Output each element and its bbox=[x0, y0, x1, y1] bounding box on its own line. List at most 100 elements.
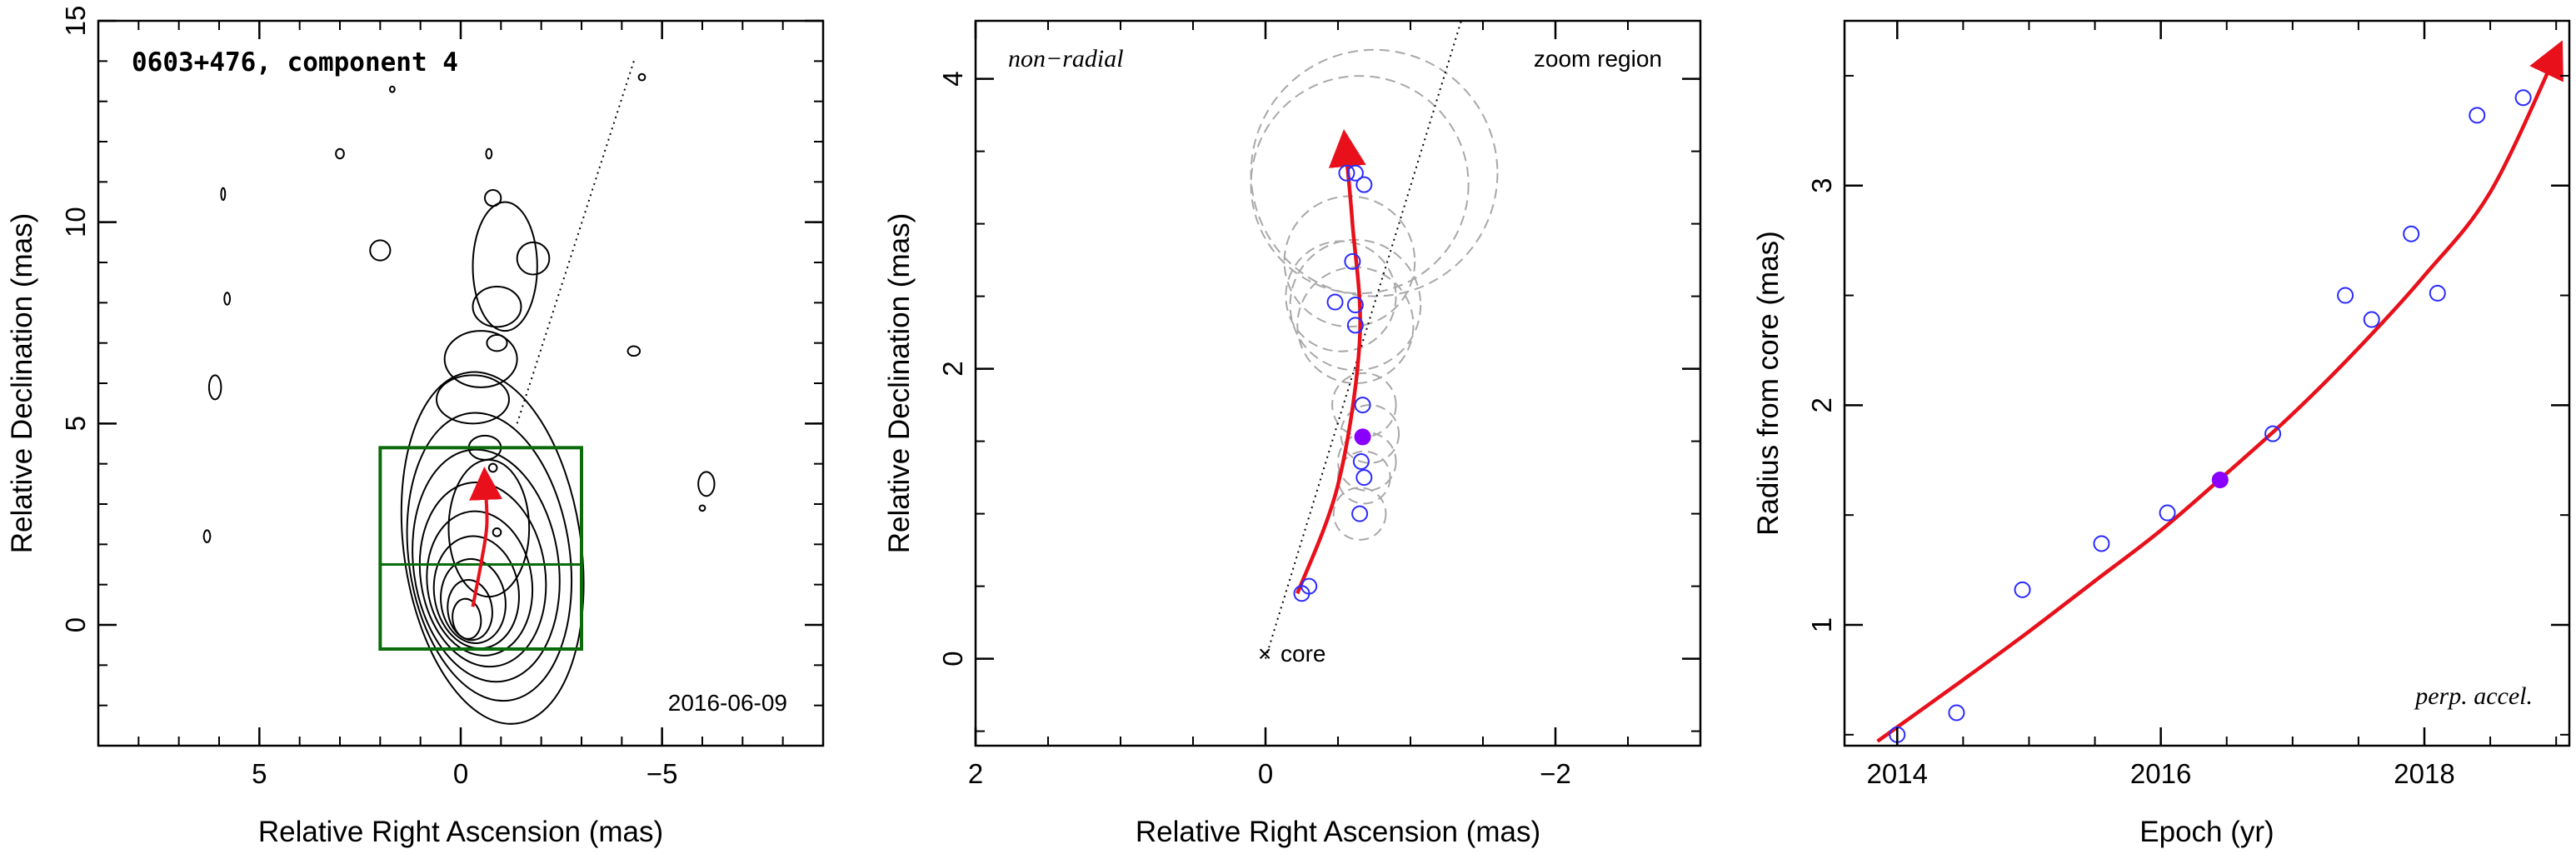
observation-date: 2016-06-09 bbox=[668, 690, 787, 716]
contour-island bbox=[486, 334, 508, 352]
contour-island bbox=[220, 187, 227, 202]
y-tick-label: 15 bbox=[60, 6, 91, 37]
contour-level bbox=[426, 510, 534, 657]
data-point bbox=[2429, 284, 2446, 302]
contour-level bbox=[452, 597, 482, 640]
x-tick-label: 5 bbox=[252, 758, 267, 789]
highlight-point bbox=[1354, 428, 1371, 446]
contour-island bbox=[484, 189, 502, 207]
contour-island bbox=[697, 471, 716, 497]
y-axis-ticks: 0 2 4 bbox=[937, 71, 1700, 732]
x-tick-label: −5 bbox=[646, 758, 678, 789]
trajectory-line bbox=[1265, 20, 1462, 659]
y-axis-label: Relative Declination (mas) bbox=[883, 213, 916, 553]
y-axis-ticks: 0 5 10 15 bbox=[60, 6, 823, 747]
data-point bbox=[2514, 89, 2532, 107]
motion-arrow-path bbox=[1295, 128, 1366, 595]
data-point bbox=[2469, 107, 2486, 124]
contour-island bbox=[698, 504, 706, 512]
data-point bbox=[2363, 311, 2380, 328]
highlight-point bbox=[2211, 472, 2229, 488]
data-point bbox=[1346, 164, 1364, 182]
data-point bbox=[1948, 704, 1965, 722]
x-tick-label: 2018 bbox=[2394, 758, 2454, 789]
y-tick-label: 1 bbox=[1806, 617, 1837, 632]
panel-3-radius-vs-epoch: 2014 2016 2018 1 2 3 perp. accel. Epoch (yr)… bbox=[1752, 19, 2571, 848]
motion-arrow-path bbox=[469, 467, 503, 607]
data-point bbox=[1346, 317, 1364, 334]
contour-level bbox=[406, 412, 573, 702]
contour-island bbox=[492, 527, 502, 537]
y-tick-label: 4 bbox=[937, 71, 968, 86]
data-point bbox=[1352, 452, 1370, 470]
contour-island bbox=[485, 147, 493, 160]
position-points bbox=[1293, 164, 1373, 602]
data-point bbox=[1344, 252, 1361, 270]
fit-curve bbox=[1876, 40, 2564, 743]
x-tick-label: 2 bbox=[968, 758, 983, 789]
label-non-radial: non−radial bbox=[1008, 45, 1124, 72]
x-axis-ticks: 5 0 −5 bbox=[97, 21, 824, 789]
contour-island bbox=[202, 529, 212, 543]
core-marker-icon: × bbox=[1258, 641, 1271, 667]
contour-level bbox=[472, 286, 522, 328]
contour-island bbox=[223, 292, 232, 306]
data-point bbox=[1338, 164, 1355, 182]
y-tick-label: 3 bbox=[1806, 178, 1837, 193]
x-tick-label: −2 bbox=[1540, 758, 1571, 789]
error-circle bbox=[1283, 195, 1416, 328]
y-tick-label: 2 bbox=[937, 361, 968, 376]
zoom-box-outline bbox=[378, 446, 584, 651]
data-point bbox=[1326, 293, 1344, 311]
contour-island bbox=[487, 462, 498, 473]
data-point bbox=[2014, 581, 2031, 598]
data-point bbox=[1346, 297, 1364, 314]
x-tick-label: 0 bbox=[1258, 758, 1273, 789]
contour-island bbox=[627, 345, 642, 357]
y-tick-label: 2 bbox=[1806, 397, 1837, 412]
error-circles bbox=[1250, 48, 1499, 541]
label-perp-accel: perp. accel. bbox=[2414, 682, 2533, 710]
data-point bbox=[1300, 577, 1318, 595]
contour-level bbox=[418, 482, 547, 668]
x-axis-label: Relative Right Ascension (mas) bbox=[1136, 816, 1540, 848]
error-circle bbox=[1337, 450, 1391, 505]
error-circle bbox=[1250, 75, 1470, 295]
x-tick-label: 2016 bbox=[2130, 758, 2191, 789]
motion-arrow bbox=[469, 467, 503, 607]
y-tick-label: 0 bbox=[937, 651, 968, 666]
x-axis-label: Epoch (yr) bbox=[2139, 816, 2274, 848]
data-point bbox=[1354, 397, 1371, 414]
data-point bbox=[2264, 425, 2282, 442]
panel-3-frame bbox=[1843, 19, 2571, 747]
data-point bbox=[1355, 469, 1373, 487]
contour-island bbox=[207, 374, 222, 401]
contour-island bbox=[369, 239, 392, 262]
data-point bbox=[2337, 287, 2354, 304]
y-axis-label: Radius from core (mas) bbox=[1752, 231, 1785, 536]
y-axis-label: Relative Declination (mas) bbox=[6, 213, 38, 553]
error-circle bbox=[1296, 266, 1415, 384]
panel-title: 0603+476, component 4 bbox=[132, 47, 458, 77]
y-axis-ticks: 1 2 3 bbox=[1806, 74, 2569, 736]
error-circle bbox=[1250, 48, 1499, 297]
data-point bbox=[1351, 505, 1369, 522]
core-label: core bbox=[1281, 641, 1325, 667]
contour-island bbox=[637, 72, 646, 82]
contour-island bbox=[388, 85, 396, 93]
contour-level bbox=[440, 557, 507, 645]
contour-island bbox=[335, 147, 345, 160]
error-circle bbox=[1285, 240, 1397, 352]
x-tick-label: 2014 bbox=[1867, 758, 1928, 789]
x-axis-ticks: 2014 2016 2018 bbox=[1867, 21, 2558, 789]
contour-level bbox=[447, 579, 493, 642]
contour-level bbox=[443, 330, 518, 388]
panel-2-zoom: 2 0 −2 0 2 4 non−radial zoom region × core R… bbox=[883, 19, 1702, 848]
trajectory-dotted-line bbox=[1265, 20, 1462, 659]
motion-arrow bbox=[1295, 128, 1366, 595]
data-point bbox=[2403, 225, 2420, 242]
fit-curve-path bbox=[1876, 40, 2564, 743]
x-axis-label: Relative Right Ascension (mas) bbox=[258, 816, 663, 848]
y-tick-label: 0 bbox=[60, 617, 91, 632]
